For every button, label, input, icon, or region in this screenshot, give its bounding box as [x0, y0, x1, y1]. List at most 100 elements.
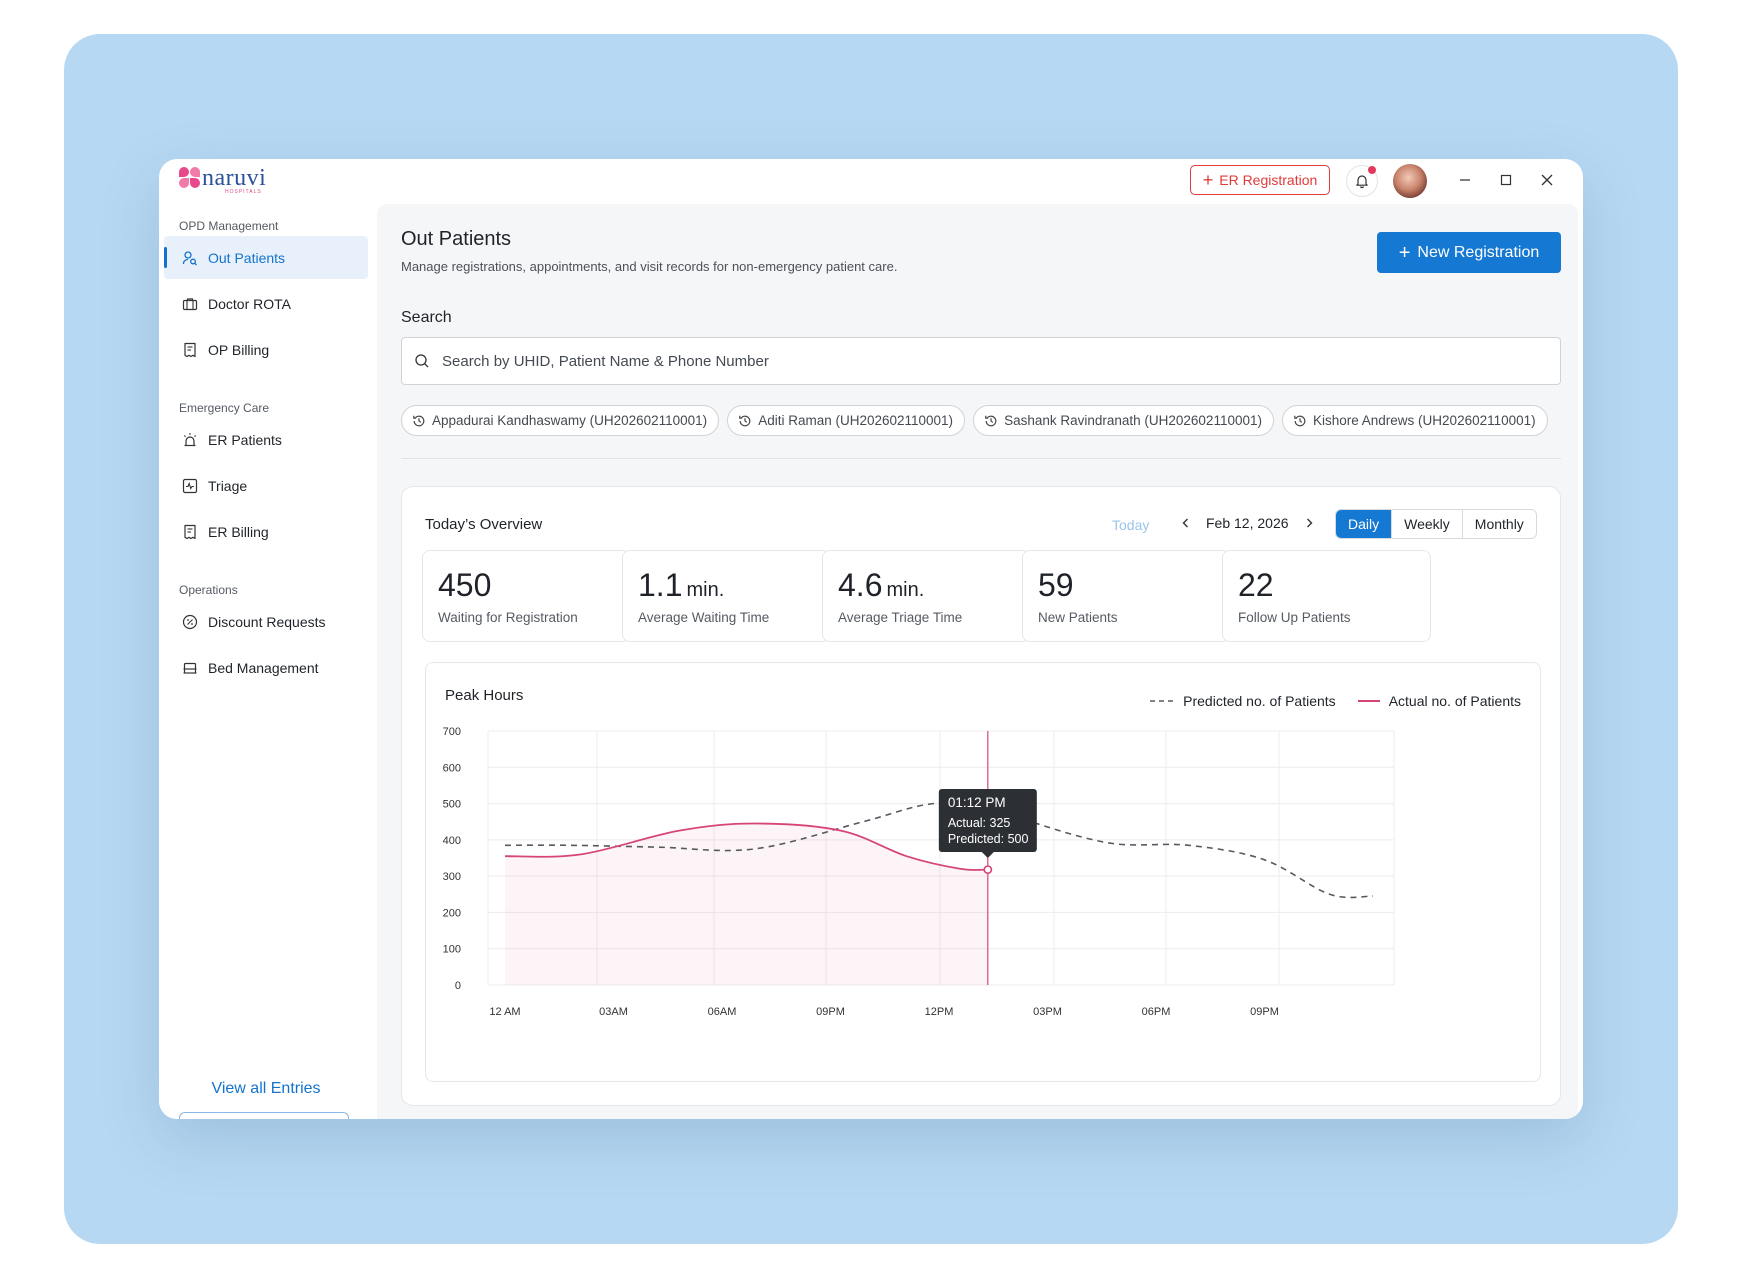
- section-label-emergency: Emergency Care: [179, 401, 270, 415]
- y-tick-label: 500: [443, 799, 461, 811]
- logo-text: naruvi: [202, 165, 267, 191]
- history-icon: [1294, 415, 1306, 426]
- range-monthly[interactable]: Monthly: [1461, 510, 1536, 538]
- sidebar-item-er-billing[interactable]: ER Billing: [164, 510, 368, 553]
- current-date: Feb 12, 2026: [1206, 515, 1289, 531]
- recent-search-label: Aditi Raman (UH202602110001): [758, 413, 954, 428]
- minimize-button[interactable]: [1454, 169, 1476, 191]
- minimize-icon: [1460, 179, 1470, 181]
- siren-icon: [182, 432, 198, 448]
- chevron-left-icon[interactable]: [1180, 517, 1192, 529]
- range-weekly[interactable]: Weekly: [1391, 510, 1462, 538]
- title-bar: naruvi HOSPITALS + ER Registration: [159, 159, 1583, 204]
- sidebar-bottom-panel: [179, 1112, 349, 1119]
- stat-card: 450 Waiting for Registration: [422, 550, 631, 642]
- bed-icon: [182, 660, 198, 676]
- close-button[interactable]: [1536, 169, 1558, 191]
- y-tick-label: 600: [443, 762, 461, 774]
- sidebar-item-op-billing[interactable]: OP Billing: [164, 328, 368, 371]
- recent-search-chip[interactable]: Kishore Andrews (UH202602110001): [1282, 405, 1548, 436]
- new-registration-label: New Registration: [1417, 243, 1540, 261]
- x-tick-label: 12PM: [925, 1006, 954, 1018]
- user-search-icon: [182, 250, 198, 266]
- recent-search-label: Sashank Ravindranath (UH202602110001): [1004, 413, 1262, 428]
- x-tick-label: 06PM: [1142, 1006, 1171, 1018]
- sidebar-item-label: Discount Requests: [208, 613, 326, 630]
- sidebar-item-bed-management[interactable]: Bed Management: [164, 646, 368, 689]
- tooltip-arrow: [981, 852, 994, 858]
- overview-title: Today’s Overview: [425, 516, 543, 533]
- tooltip-box: [938, 789, 1037, 852]
- receipt-icon: [182, 524, 198, 540]
- y-tick-label: 200: [443, 907, 461, 919]
- sidebar-item-label: Bed Management: [208, 659, 319, 676]
- sidebar-item-doctor-rota[interactable]: Doctor ROTA: [164, 282, 368, 325]
- stat-label: Average Waiting Time: [638, 610, 770, 625]
- bell-icon: [1356, 175, 1368, 189]
- logo-mark-icon: [179, 167, 201, 189]
- stat-value: 59: [1038, 567, 1074, 603]
- actual-point-marker: [983, 865, 993, 875]
- discount-icon: [182, 614, 198, 630]
- x-tick-label: 09PM: [1250, 1006, 1279, 1018]
- history-icon: [413, 415, 425, 426]
- stat-label: Follow Up Patients: [1238, 610, 1351, 625]
- notification-badge: [1368, 166, 1376, 174]
- legend-predicted: Predicted no. of Patients: [1150, 693, 1336, 709]
- x-tick-label: 03PM: [1033, 1006, 1062, 1018]
- receipt-icon: [182, 342, 198, 358]
- sidebar-item-triage[interactable]: Triage: [164, 464, 368, 507]
- page-title: Out Patients: [401, 228, 512, 250]
- sidebar-item-er-patients[interactable]: ER Patients: [164, 418, 368, 461]
- maximize-button[interactable]: [1495, 169, 1517, 191]
- recent-search-chip[interactable]: Sashank Ravindranath (UH202602110001): [973, 405, 1274, 436]
- page-subtitle: Manage registrations, appointments, and …: [401, 259, 898, 274]
- sidebar-item-label: ER Billing: [208, 523, 269, 540]
- stat-card: 1.1 min. Average Waiting Time: [622, 550, 831, 642]
- y-tick-label: 700: [443, 726, 461, 738]
- chevron-right-icon[interactable]: [1303, 517, 1315, 529]
- plus-icon: +: [1202, 170, 1214, 190]
- y-tick-label: 100: [443, 944, 461, 956]
- sidebar-item-label: Doctor ROTA: [208, 295, 291, 312]
- today-button[interactable]: Today: [1112, 517, 1150, 533]
- y-tick-label: 0: [455, 980, 461, 992]
- er-registration-label: ER Registration: [1219, 172, 1318, 188]
- recent-search-chip[interactable]: Aditi Raman (UH202602110001): [727, 405, 966, 436]
- stat-card: 4.6 min. Average Triage Time: [822, 550, 1031, 642]
- search-label: Search: [401, 309, 452, 326]
- avatar[interactable]: [1393, 164, 1427, 198]
- search-input[interactable]: [442, 352, 1542, 370]
- history-icon: [739, 415, 751, 426]
- stat-value: 450: [438, 567, 492, 603]
- sidebar-item-label: ER Patients: [208, 431, 282, 448]
- logo-subtext: HOSPITALS: [225, 189, 262, 195]
- er-registration-button[interactable]: + ER Registration: [1190, 165, 1330, 195]
- todays-overview-card: Today’s Overview Today Feb 12, 2026 Dail…: [401, 486, 1561, 1106]
- legend-actual-swatch: [1357, 700, 1380, 702]
- actual-line: [504, 822, 988, 871]
- legend-actual: Actual no. of Patients: [1357, 693, 1521, 709]
- stat-label: Average Triage Time: [838, 610, 963, 625]
- notifications-button[interactable]: [1346, 165, 1378, 197]
- section-label-opd: OPD Management: [179, 219, 279, 233]
- sidebar-item-discount-requests[interactable]: Discount Requests: [164, 600, 368, 643]
- legend-predicted-swatch: [1150, 700, 1175, 702]
- stat-value: 22: [1238, 567, 1274, 603]
- stat-label: Waiting for Registration: [438, 610, 578, 625]
- section-label-operations: Operations: [179, 583, 238, 597]
- range-daily[interactable]: Daily: [1336, 510, 1392, 538]
- sidebar-item-label: OP Billing: [208, 341, 270, 358]
- y-tick-label: 300: [443, 871, 461, 883]
- chart-legend: Predicted no. of Patients Actual no. of …: [1150, 693, 1521, 709]
- search-box: [401, 337, 1561, 385]
- stat-card: 22 Follow Up Patients: [1222, 550, 1431, 642]
- sidebar-item-out-patients[interactable]: Out Patients: [164, 236, 368, 279]
- maximize-icon: [1500, 174, 1512, 186]
- recent-search-chip[interactable]: Appadurai Kandhaswamy (UH202602110001): [401, 405, 720, 436]
- tooltip-predicted: Predicted: 500: [948, 832, 1029, 846]
- close-icon: [1541, 174, 1553, 186]
- new-registration-button[interactable]: + New Registration: [1377, 232, 1561, 273]
- stat-value: 1.1 min.: [638, 567, 725, 603]
- view-all-entries-link[interactable]: View all Entries: [211, 1080, 321, 1097]
